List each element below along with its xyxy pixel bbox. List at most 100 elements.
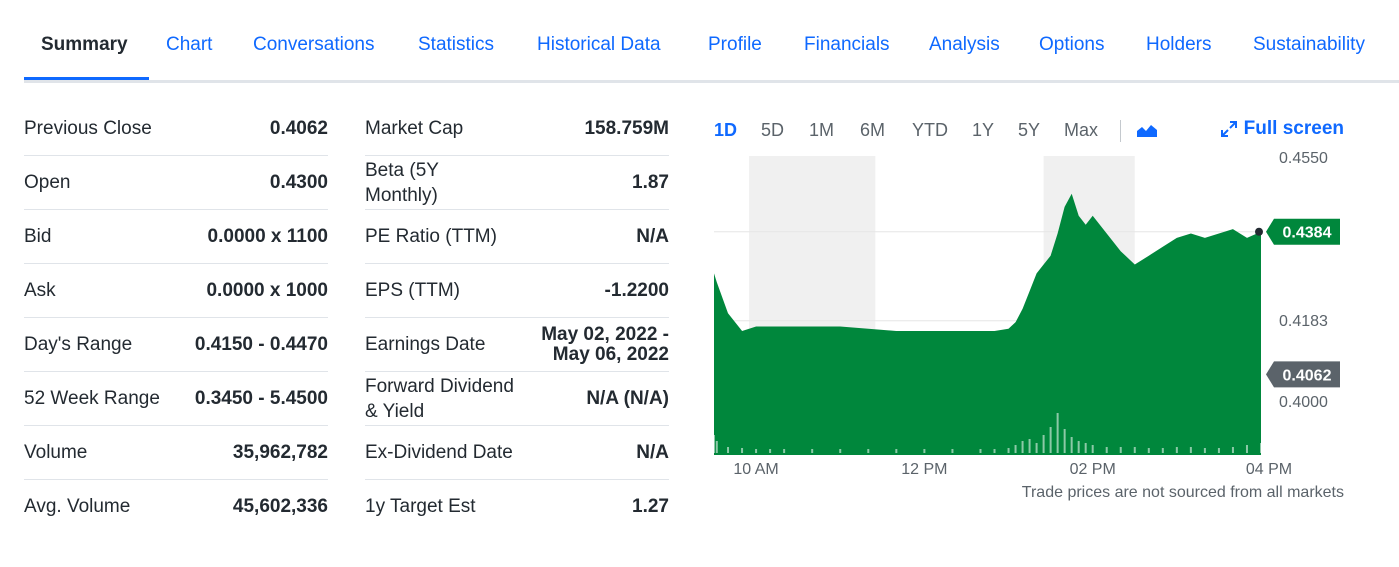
current-price-marker: 0.4384 bbox=[1266, 218, 1340, 245]
tab-holders[interactable]: Holders bbox=[1146, 34, 1212, 55]
price-area bbox=[714, 193, 1261, 455]
volume-bar bbox=[1084, 443, 1087, 453]
stat-row-previous-close: Previous Close 0.4062 bbox=[24, 102, 328, 156]
volume-bar bbox=[1133, 447, 1136, 453]
tab-profile[interactable]: Profile bbox=[708, 34, 762, 55]
stat-label: Beta (5Y Monthly) bbox=[365, 159, 439, 206]
stat-label: PE Ratio (TTM) bbox=[365, 226, 497, 247]
volume-bar bbox=[979, 449, 982, 453]
volume-bar bbox=[951, 449, 954, 453]
stat-value: 35,962,782 bbox=[232, 441, 328, 463]
tab-financials[interactable]: Financials bbox=[804, 34, 890, 55]
tab-options[interactable]: Options bbox=[1039, 34, 1105, 55]
tab-summary[interactable]: Summary bbox=[41, 34, 128, 55]
volume-bar bbox=[1091, 445, 1094, 453]
stat-value: N/A bbox=[636, 441, 669, 463]
summary-table-right: Market Cap 158.759M Beta (5Y Monthly) 1.… bbox=[365, 102, 669, 533]
stat-value: N/A (N/A) bbox=[586, 387, 669, 409]
stat-value: 0.0000 x 1000 bbox=[206, 279, 328, 301]
previous-close-marker-label: 0.4062 bbox=[1283, 367, 1332, 384]
volume-bar bbox=[1245, 445, 1248, 453]
volume-bar bbox=[741, 448, 744, 453]
expand-icon bbox=[1220, 121, 1237, 137]
stat-label: Market Cap bbox=[365, 118, 464, 139]
stat-label: Ex-Dividend Date bbox=[365, 442, 513, 463]
x-tick-label: 04 PM bbox=[1246, 461, 1292, 478]
volume-bar bbox=[811, 449, 814, 453]
volume-bar bbox=[1077, 441, 1080, 453]
full-screen-button[interactable]: Full screen bbox=[1220, 118, 1344, 140]
stat-label: 1y Target Est bbox=[365, 496, 476, 517]
stat-label: 52 Week Range bbox=[24, 388, 160, 409]
range-5d[interactable]: 5D bbox=[761, 120, 785, 140]
volume-bar bbox=[755, 449, 758, 453]
stat-value: 1.27 bbox=[632, 495, 669, 517]
volume-bar bbox=[1203, 448, 1206, 453]
tab-chart[interactable]: Chart bbox=[166, 34, 213, 55]
range-divider bbox=[1120, 120, 1121, 142]
range-6m[interactable]: 6M bbox=[860, 120, 886, 140]
tab-sustainability[interactable]: Sustainability bbox=[1253, 34, 1365, 55]
tab-analysis[interactable]: Analysis bbox=[929, 34, 1000, 55]
range-1d[interactable]: 1D bbox=[714, 120, 738, 140]
volume-bar bbox=[769, 449, 772, 453]
stat-value: N/A bbox=[636, 225, 669, 247]
volume-bar bbox=[1049, 427, 1052, 453]
volume-bar bbox=[1217, 448, 1220, 453]
stat-value: 1.87 bbox=[632, 171, 669, 193]
stat-value: May 02, 2022 - May 06, 2022 bbox=[541, 323, 669, 365]
volume-bar bbox=[923, 449, 926, 453]
volume-bar bbox=[1161, 448, 1164, 453]
volume-bar bbox=[867, 449, 870, 453]
range-1m[interactable]: 1M bbox=[809, 120, 835, 140]
summary-table-left: Previous Close 0.4062 Open 0.4300 Bid 0.… bbox=[24, 102, 328, 533]
stat-row-ex-dividend-date: Ex-Dividend Date N/A bbox=[365, 426, 669, 480]
stat-label: Bid bbox=[24, 226, 52, 247]
price-chart[interactable]: 0.4550 0.4183 0.4000 10 AM 12 PM 02 PM 04 PM 0.… bbox=[700, 150, 1350, 485]
stat-label: Volume bbox=[24, 442, 88, 463]
volume-bar bbox=[715, 441, 718, 453]
previous-close-marker-shape bbox=[1266, 361, 1340, 388]
volume-bar bbox=[1063, 429, 1066, 453]
mountain-chart-icon[interactable] bbox=[1136, 122, 1158, 143]
volume-bar bbox=[1189, 447, 1192, 453]
stat-label: Forward Dividend & Yield bbox=[365, 375, 514, 422]
tab-historical-data[interactable]: Historical Data bbox=[537, 34, 661, 55]
volume-bar bbox=[1035, 443, 1038, 453]
y-tick-label: 0.4000 bbox=[1279, 394, 1328, 411]
stat-label: Avg. Volume bbox=[24, 496, 131, 517]
stat-row-avg-volume: Avg. Volume 45,602,336 bbox=[24, 480, 328, 533]
range-1y[interactable]: 1Y bbox=[972, 120, 995, 140]
range-5y[interactable]: 5Y bbox=[1018, 120, 1041, 140]
volume-bar bbox=[1028, 439, 1031, 453]
stat-row-1y-target: 1y Target Est 1.27 bbox=[365, 480, 669, 533]
tab-statistics[interactable]: Statistics bbox=[418, 34, 495, 55]
quote-nav-tabs: Summary Chart Conversations Statistics H… bbox=[24, 20, 1399, 83]
full-screen-label: Full screen bbox=[1243, 118, 1344, 139]
stat-value: 0.3450 - 5.4500 bbox=[194, 387, 328, 409]
tab-conversations[interactable]: Conversations bbox=[253, 34, 375, 55]
chart-range-selector: 1D 5D 1M 6M YTD 1Y 5Y Max Full screen bbox=[714, 116, 1344, 144]
stat-row-open: Open 0.4300 bbox=[24, 156, 328, 210]
stat-row-ask: Ask 0.0000 x 1000 bbox=[24, 264, 328, 318]
previous-close-marker: 0.4062 bbox=[1266, 361, 1340, 388]
stat-row-earnings-date: Earnings Date May 02, 2022 - May 06, 202… bbox=[365, 318, 669, 372]
stat-row-beta: Beta (5Y Monthly) 1.87 bbox=[365, 156, 669, 210]
stat-label: Ask bbox=[24, 280, 56, 301]
range-max[interactable]: Max bbox=[1064, 120, 1099, 140]
stat-value: 158.759M bbox=[584, 117, 669, 139]
stat-value: -1.2200 bbox=[604, 279, 669, 301]
volume-bar bbox=[1105, 447, 1108, 453]
volume-bar bbox=[839, 449, 842, 453]
volume-bar bbox=[1056, 413, 1059, 453]
range-ytd[interactable]: YTD bbox=[912, 120, 948, 140]
volume-bar bbox=[1175, 447, 1178, 453]
stat-row-pe-ratio: PE Ratio (TTM) N/A bbox=[365, 210, 669, 264]
x-tick-label: 12 PM bbox=[901, 461, 947, 478]
volume-bar bbox=[713, 435, 715, 453]
volume-bar bbox=[1042, 435, 1045, 453]
volume-bar bbox=[727, 447, 730, 453]
volume-bar bbox=[895, 449, 898, 453]
volume-bar bbox=[1070, 437, 1073, 453]
volume-bar bbox=[1014, 445, 1017, 453]
